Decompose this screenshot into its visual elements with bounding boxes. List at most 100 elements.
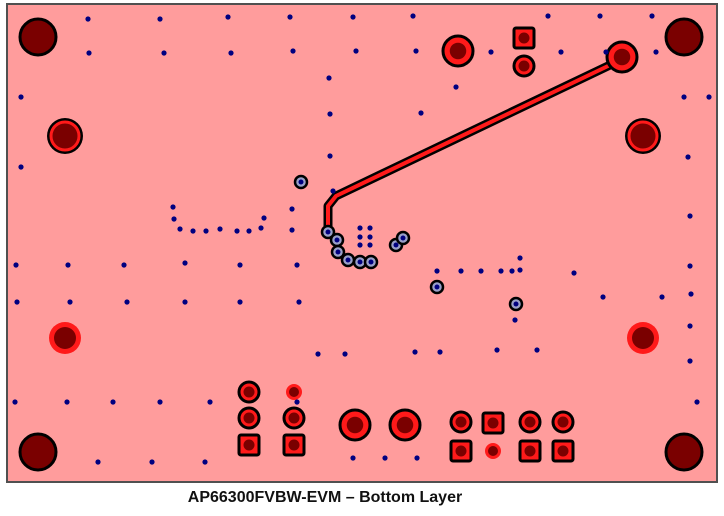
via [517,255,523,261]
pad-hole [487,417,499,429]
via [157,16,163,22]
via [171,216,177,222]
pad-hole [518,32,530,44]
pad-hole [524,445,536,457]
via [298,179,304,185]
pad-hole [455,416,467,428]
via [478,268,484,274]
via [228,50,234,56]
via [290,48,296,54]
via [225,14,231,20]
via [558,49,564,55]
pad-hole [524,416,536,428]
via [357,259,363,265]
via [453,84,459,90]
pad-hole [288,439,300,451]
pad-hole [289,387,299,397]
via [400,235,406,241]
via [327,111,333,117]
via [512,317,518,323]
via [326,75,332,81]
via [203,228,209,234]
pcb-bottom-layer [6,3,718,483]
via [124,299,130,305]
via [182,260,188,266]
via [649,13,655,19]
via [414,455,420,461]
pad-hole [455,445,467,457]
via [368,259,374,265]
via [261,215,267,221]
via [289,227,295,233]
via [413,48,419,54]
via [687,263,693,269]
via [237,299,243,305]
via [659,294,665,300]
mounting-hole [664,432,704,472]
via [325,229,331,235]
pad-hole [557,445,569,457]
via [350,14,356,20]
figure-caption: AP66300FVBW-EVM – Bottom Layer [187,489,463,506]
via [13,262,19,268]
via [357,234,363,240]
via [687,213,693,219]
via [85,16,91,22]
via [258,225,264,231]
via [121,262,127,268]
via [687,323,693,329]
via [335,249,341,255]
pad-hole [288,412,300,424]
mounting-hole [18,432,58,472]
via [437,349,443,355]
via [367,225,373,231]
via [393,242,399,248]
via [327,153,333,159]
pad-hole [346,416,364,434]
via [202,459,208,465]
via [334,237,340,243]
pad-hole [557,416,569,428]
pad-hole [243,386,255,398]
via [517,267,523,273]
via [18,94,24,100]
via [64,399,70,405]
via [18,164,24,170]
via [653,49,659,55]
via [367,234,373,240]
via [706,94,712,100]
via [296,299,302,305]
via [12,399,18,405]
via [246,228,252,234]
via [294,399,300,405]
via [330,188,336,194]
via [681,94,687,100]
pad-hole [613,48,631,66]
via [545,13,551,19]
via [149,459,155,465]
via [418,110,424,116]
via [571,270,577,276]
pad-hole [396,416,414,434]
via [161,50,167,56]
test-pad-hole [54,327,76,349]
via [434,284,440,290]
via [687,358,693,364]
mounting-hole [49,120,81,152]
via [382,455,388,461]
via [357,225,363,231]
via [67,299,73,305]
via [289,206,295,212]
via [287,14,293,20]
via [367,242,373,248]
via [350,455,356,461]
via [345,257,351,263]
mounting-hole [627,120,659,152]
via [86,50,92,56]
via [458,268,464,274]
via [494,347,500,353]
via [110,399,116,405]
via [410,13,416,19]
pad-hole [243,439,255,451]
via [513,301,519,307]
